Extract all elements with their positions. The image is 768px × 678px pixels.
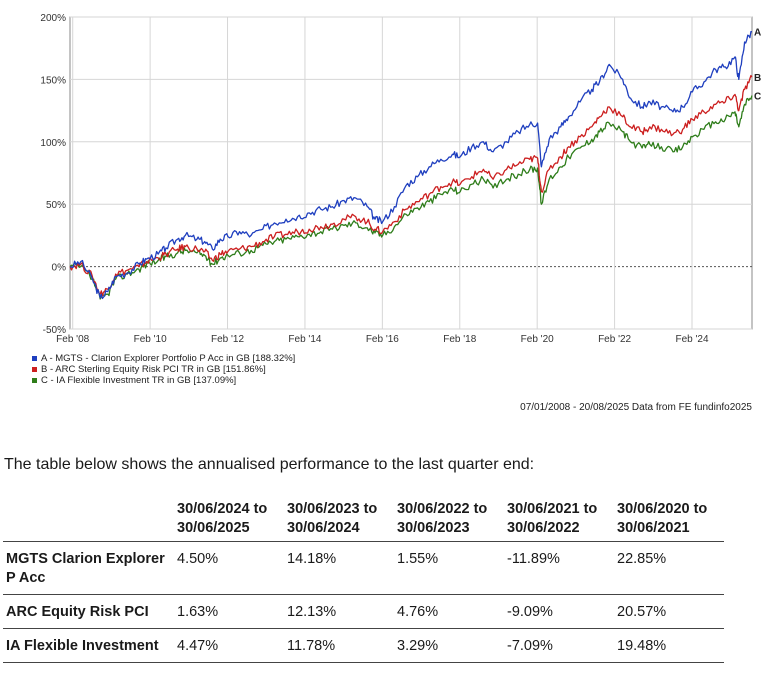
x-tick-label: Feb '10 [134, 334, 167, 345]
table-row: ARC Equity Risk PCI 1.63% 12.13% 4.76% -… [3, 594, 724, 629]
series-line-c [69, 95, 753, 300]
chart-grid [69, 16, 753, 330]
x-tick-label: Feb '24 [675, 334, 708, 345]
legend-swatch-a [32, 356, 37, 361]
chart-legend: A - MGTS - Clarion Explorer Portfolio P … [32, 353, 295, 386]
plot-area [69, 16, 753, 330]
table-cell: -11.89% [504, 541, 614, 595]
series-line-a [69, 30, 753, 300]
table-row: MGTS Clarion Explorer P Acc 4.50% 14.18%… [3, 541, 724, 595]
x-tick-label: Feb '14 [288, 334, 321, 345]
table-intro-text: The table below shows the annualised per… [4, 456, 535, 473]
table-cell: -9.09% [504, 594, 614, 629]
table-header-cell: 30/06/2023 to 30/06/2024 [284, 496, 394, 542]
table-header-cell: 30/06/2021 to 30/06/2022 [504, 496, 614, 542]
legend-label-c: C - IA Flexible Investment TR in GB [137… [41, 375, 237, 386]
table-cell: 11.78% [284, 628, 394, 663]
table-cell: 4.47% [174, 628, 284, 663]
y-tick-label: 50% [46, 200, 66, 211]
chart-series: CB A [69, 28, 761, 300]
header-to: 30/06/2025 [177, 520, 250, 536]
table-cell: 12.13% [284, 594, 394, 629]
legend-label-b: B - ARC Sterling Equity Risk PCI TR in G… [41, 364, 266, 375]
header-from: 30/06/2024 to [177, 501, 268, 517]
performance-table: 30/06/2024 to 30/06/2025 30/06/2023 to 30/… [3, 496, 724, 663]
y-tick-label: 100% [40, 138, 66, 149]
header-from: 30/06/2020 to [617, 501, 708, 517]
series-end-label-b: B [754, 73, 761, 84]
table-header-cell: 30/06/2022 to 30/06/2023 [394, 496, 504, 542]
legend-item-b: B - ARC Sterling Equity Risk PCI TR in G… [32, 364, 295, 375]
x-tick-label: Feb '08 [56, 334, 89, 345]
y-tick-label: -50% [43, 325, 66, 336]
x-tick-label: Feb '20 [521, 334, 554, 345]
legend-item-a: A - MGTS - Clarion Explorer Portfolio P … [32, 353, 295, 364]
x-tick-label: Feb '16 [366, 334, 399, 345]
table-cell: 20.57% [614, 594, 724, 629]
legend-label-a: A - MGTS - Clarion Explorer Portfolio P … [41, 353, 296, 364]
header-from: 30/06/2023 to [287, 501, 378, 517]
series-line-b [69, 74, 753, 297]
table-cell: 4.50% [174, 541, 284, 595]
table-header-cell: 30/06/2020 to 30/06/2021 [614, 496, 724, 542]
y-tick-label: 200% [40, 13, 66, 24]
header-to: 30/06/2023 [397, 520, 470, 536]
table-cell: 22.85% [614, 541, 724, 595]
table-cell: 19.48% [614, 628, 724, 663]
series-end-label-a: A [754, 28, 761, 39]
legend-swatch-c [32, 378, 37, 383]
legend-item-c: C - IA Flexible Investment TR in GB [137… [32, 375, 295, 386]
table-cell: 4.76% [394, 594, 504, 629]
table-cell: 1.55% [394, 541, 504, 595]
legend-swatch-b [32, 367, 37, 372]
source-note: 07/01/2008 - 20/08/2025 Data from FE fun… [520, 402, 752, 413]
header-from: 30/06/2022 to [397, 501, 488, 517]
y-tick-label: 150% [40, 75, 66, 86]
table-row: IA Flexible Investment 4.47% 11.78% 3.29… [3, 628, 724, 663]
table-cell: 1.63% [174, 594, 284, 629]
x-tick-label: Feb '22 [598, 334, 631, 345]
x-tick-label: Feb '12 [211, 334, 244, 345]
table-cell: 3.29% [394, 628, 504, 663]
header-from: 30/06/2021 to [507, 501, 598, 517]
x-tick-label: Feb '18 [443, 334, 476, 345]
y-tick-label: 0% [52, 263, 67, 274]
chart-axes: 200% 150% 100% 50% 0% -50%Feb '08 Feb '10 Feb '… [40, 13, 709, 345]
table-row-label: MGTS Clarion Explorer P Acc [3, 541, 174, 595]
header-to: 30/06/2024 [287, 520, 360, 536]
performance-chart: 200% 150% 100% 50% 0% -50%Feb '08 Feb '10 Feb '… [40, 13, 761, 345]
series-end-label-c: C [754, 92, 761, 103]
table-row-label: ARC Equity Risk PCI [3, 594, 174, 629]
table-row-label: IA Flexible Investment [3, 628, 174, 663]
table-header-cell: 30/06/2024 to 30/06/2025 [174, 496, 284, 542]
header-to: 30/06/2021 [617, 520, 690, 536]
table-cell: 14.18% [284, 541, 394, 595]
header-to: 30/06/2022 [507, 520, 580, 536]
table-cell: -7.09% [504, 628, 614, 663]
table-header-row: 30/06/2024 to 30/06/2025 30/06/2023 to 30/… [3, 496, 724, 542]
table-header-blank [3, 496, 174, 542]
